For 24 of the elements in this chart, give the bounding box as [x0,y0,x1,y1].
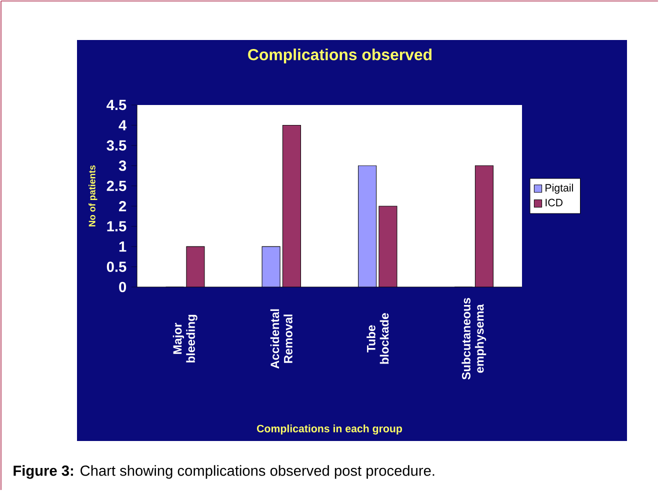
y-tick-label: 3 [118,160,126,171]
bar [474,165,494,287]
chart-title: Complications observed [248,48,432,64]
bar [378,206,397,287]
x-tick-label: Tube blockade [366,313,389,364]
legend-label: ICD [546,198,562,206]
y-tick-label: 2 [119,201,126,212]
x-tick-label: Accidental Removal [270,309,292,369]
y-tick-label: 1.5 [107,221,126,232]
x-axis-title: Complications in each group [257,424,402,434]
y-axis-title: No of patients [88,165,98,226]
y-tick-label: 0.5 [106,262,126,272]
legend-label: Pigtail [546,184,573,194]
y-tick-label: 4 [118,120,127,130]
y-tick-label: 3.5 [106,140,126,151]
bar [282,125,301,287]
x-tick-label: Major bleeding [172,314,198,362]
y-tick-label: 2.5 [106,180,126,192]
x-tick-label: Subcutaneous emphysema [462,298,486,380]
y-tick-label: 4.5 [106,100,126,110]
y-tick-label: 1 [119,242,126,252]
bar [186,246,204,287]
text: Figure 3: Chart showing complications observed post procedure. [14,465,434,479]
y-tick-label: 0 [119,282,126,292]
